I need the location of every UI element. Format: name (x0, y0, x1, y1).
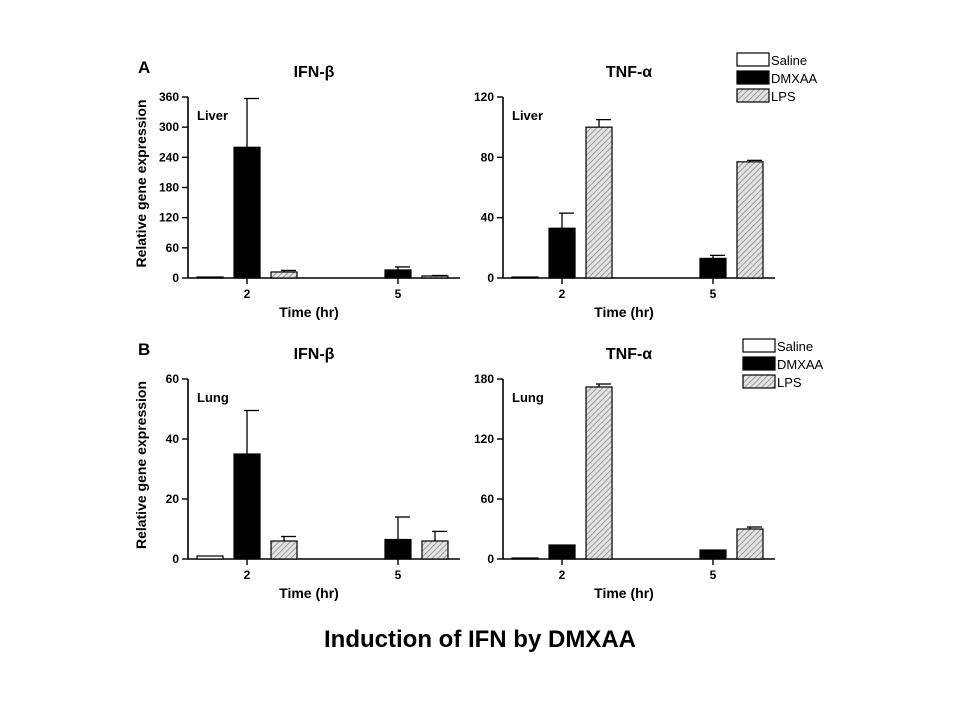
figure-caption: Induction of IFN by DMXAA (324, 626, 636, 653)
bar-lps-5 (736, 528, 764, 560)
bar-dmxaa-5 (384, 269, 412, 279)
chart-panel-4: TNF-α Lung 0 60 120 180 2 5 Time (hr) (474, 346, 775, 601)
y-tick-label: 20 (166, 492, 180, 506)
y-tick-label: 0 (487, 552, 494, 566)
legend-label: DMXAA (771, 71, 818, 86)
x-tick-label: 5 (710, 287, 717, 301)
bar-lps-2 (270, 540, 298, 560)
legend-swatch-lps (736, 88, 770, 103)
bar-dmxaa-5 (699, 549, 727, 560)
y-tick-label: 120 (159, 211, 179, 225)
legend: Saline DMXAA LPS (742, 338, 824, 390)
bar-saline-2 (196, 555, 224, 560)
bar-dmxaa-5 (699, 257, 727, 279)
legend: Saline DMXAA LPS (736, 52, 818, 104)
x-axis-label: Time (hr) (594, 585, 654, 601)
tissue-label: Lung (512, 390, 544, 405)
tissue-label: Liver (512, 108, 543, 123)
legend-label: DMXAA (777, 357, 824, 372)
bar-lps-5 (421, 540, 449, 560)
bar-saline-2 (511, 276, 539, 279)
bar-dmxaa-5 (384, 538, 412, 560)
x-tick-label: 5 (395, 568, 402, 582)
y-tick-label: 60 (166, 372, 180, 386)
legend-swatch-dmxaa (742, 356, 776, 371)
panel-letter: B (138, 340, 150, 359)
bar-dmxaa-2 (548, 544, 576, 560)
bar-lps-2 (270, 271, 298, 279)
bar-saline-2 (196, 276, 224, 279)
y-tick-label: 120 (474, 90, 494, 104)
chart-panel-2: TNF-α Liver 0 40 80 120 2 5 Time (hr) (474, 64, 775, 320)
bar-lps-5 (421, 275, 449, 279)
x-tick-label: 2 (244, 287, 251, 301)
legend-swatch-lps (742, 374, 776, 389)
y-tick-label: 0 (172, 552, 179, 566)
chart-title: IFN-β (294, 346, 335, 363)
y-tick-label: 60 (481, 492, 495, 506)
bar-lps-5 (736, 161, 764, 279)
y-axis-label: Relative gene expression (133, 99, 149, 267)
y-axis-label: Relative gene expression (133, 381, 149, 549)
legend-swatch-saline (736, 52, 770, 67)
x-tick-label: 2 (244, 568, 251, 582)
y-tick-label: 60 (166, 241, 180, 255)
y-tick-label: 300 (159, 120, 179, 134)
panel-letter: A (138, 58, 150, 77)
y-tick-label: 40 (481, 211, 495, 225)
chart-title: TNF-α (606, 346, 652, 363)
y-tick-label: 80 (481, 150, 495, 164)
bar-dmxaa-2 (233, 453, 261, 560)
bar-dmxaa-2 (548, 227, 576, 279)
y-tick-label: 40 (166, 432, 180, 446)
legend-label: LPS (771, 89, 796, 104)
x-tick-label: 5 (710, 568, 717, 582)
y-tick-label: 120 (474, 432, 494, 446)
bar-saline-2 (511, 557, 539, 560)
y-tick-label: 180 (159, 181, 179, 195)
legend-label: LPS (777, 375, 802, 390)
y-tick-label: 240 (159, 150, 179, 164)
y-tick-label: 0 (172, 271, 179, 285)
x-tick-label: 2 (559, 287, 566, 301)
bar-dmxaa-2 (233, 146, 261, 279)
x-tick-label: 5 (395, 287, 402, 301)
x-axis-label: Time (hr) (279, 304, 339, 320)
legend-swatch-dmxaa (736, 70, 770, 85)
chart-title: IFN-β (294, 64, 335, 81)
tissue-label: Lung (197, 390, 229, 405)
x-axis-label: Time (hr) (279, 585, 339, 601)
legend-label: Saline (777, 339, 813, 354)
legend-swatch-saline (742, 338, 776, 353)
legend-label: Saline (771, 53, 807, 68)
x-tick-label: 2 (559, 568, 566, 582)
tissue-label: Liver (197, 108, 228, 123)
y-tick-label: 360 (159, 90, 179, 104)
chart-panel-1: A IFN-β Liver 0 60 120 180 240 300 360 Relative ge… (133, 58, 460, 320)
y-tick-label: 180 (474, 372, 494, 386)
y-tick-label: 0 (487, 271, 494, 285)
chart-title: TNF-α (606, 64, 652, 81)
bar-lps-2 (585, 126, 613, 279)
chart-panel-3: B IFN-β Lung 0 20 40 60 Relative gene expressio… (133, 340, 460, 601)
x-axis-label: Time (hr) (594, 304, 654, 320)
bar-lps-2 (585, 386, 613, 560)
